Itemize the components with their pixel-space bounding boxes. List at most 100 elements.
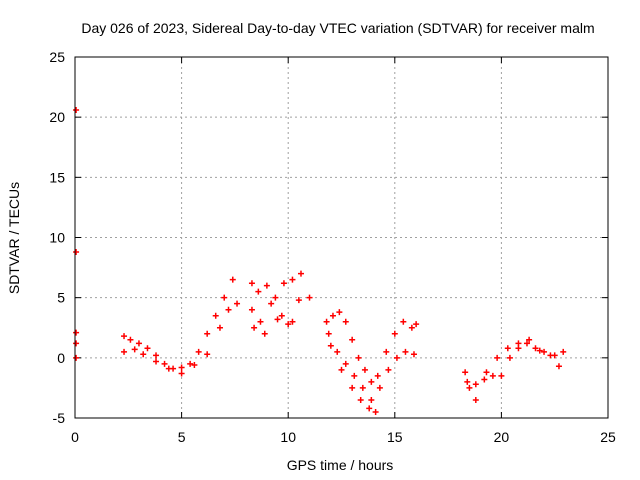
ticks: 0 5 10 15 20 25 -5 0 5 10 15 20 25 (49, 49, 616, 445)
y-tick-label: 5 (57, 290, 65, 306)
data-point (541, 348, 548, 355)
data-point (73, 354, 80, 361)
data-point (251, 324, 258, 331)
data-point (261, 330, 268, 337)
data-point (255, 288, 262, 295)
data-point (248, 280, 255, 287)
data-point (515, 340, 522, 347)
data-point (73, 329, 80, 336)
data-point (73, 340, 80, 347)
data-point (263, 282, 270, 289)
y-tick-label: 25 (49, 49, 65, 65)
data-point (204, 330, 211, 337)
data-point (349, 336, 356, 343)
data-point (144, 345, 151, 352)
data-point (229, 276, 236, 283)
data-point (248, 306, 255, 313)
plot-frame (74, 56, 609, 419)
data-point (195, 348, 202, 355)
data-point (498, 372, 505, 379)
data-point (462, 369, 469, 376)
data-point (523, 340, 530, 347)
data-point (532, 345, 539, 352)
data-point (494, 354, 501, 361)
x-tick-label: 10 (280, 429, 296, 445)
data-point (466, 384, 473, 391)
data-point (165, 365, 172, 372)
data-point (178, 370, 185, 377)
data-point (323, 318, 330, 325)
data-point (383, 348, 390, 355)
data-point (472, 381, 479, 388)
data-point (297, 270, 304, 277)
data-point (372, 408, 379, 415)
data-point (526, 336, 533, 343)
x-tick-label: 20 (494, 429, 510, 445)
data-point (295, 297, 302, 304)
data-point (306, 294, 313, 301)
grid (75, 57, 608, 418)
data-point (178, 364, 185, 371)
data-point (504, 345, 511, 352)
data-point (334, 348, 341, 355)
data-point (225, 306, 232, 313)
data-point (274, 316, 281, 323)
y-axis-label: SDTVAR / TECUs (6, 182, 22, 294)
data-point (278, 312, 285, 319)
x-tick-label: 25 (600, 429, 616, 445)
data-point (359, 384, 366, 391)
data-point (368, 378, 375, 385)
y-tick-label: 20 (49, 109, 65, 125)
data-point (355, 354, 362, 361)
y-tick-label: -5 (53, 410, 66, 426)
x-tick-label: 0 (71, 429, 79, 445)
data-point (289, 276, 296, 283)
data-point (338, 366, 345, 373)
data-point (374, 372, 381, 379)
y-tick-label: 15 (49, 169, 65, 185)
data-point (212, 312, 219, 319)
data-point (329, 312, 336, 319)
data-point (342, 360, 349, 367)
data-point (325, 330, 332, 337)
data-point (135, 340, 142, 347)
data-point (121, 333, 128, 340)
data-point (204, 351, 211, 358)
data-point (342, 318, 349, 325)
data-point (385, 366, 392, 373)
data-point (464, 378, 471, 385)
data-point (410, 351, 417, 358)
data-point (349, 384, 356, 391)
data-point (336, 309, 343, 316)
data-point (257, 318, 264, 325)
data-point (402, 348, 409, 355)
data-point (73, 248, 80, 255)
data-point (400, 318, 407, 325)
data-point (368, 396, 375, 403)
data-point (536, 347, 543, 354)
data-point (289, 318, 296, 325)
data-point (127, 336, 134, 343)
data-point (351, 372, 358, 379)
data-point (393, 354, 400, 361)
data-point (268, 300, 275, 307)
data-points (73, 106, 567, 415)
data-point (555, 363, 562, 370)
data-point (280, 280, 287, 287)
data-point (131, 346, 138, 353)
data-point (413, 321, 420, 328)
data-point (153, 352, 160, 359)
data-point (376, 384, 383, 391)
data-point (153, 358, 160, 365)
x-tick-label: 5 (178, 429, 186, 445)
data-point (361, 366, 368, 373)
data-point (216, 324, 223, 331)
y-tick-label: 10 (49, 230, 65, 246)
data-point (547, 352, 554, 359)
data-point (234, 300, 241, 307)
chart-title: Day 026 of 2023, Sidereal Day-to-day VTE… (81, 20, 594, 36)
data-point (357, 396, 364, 403)
data-point (560, 348, 567, 355)
data-point (481, 376, 488, 383)
